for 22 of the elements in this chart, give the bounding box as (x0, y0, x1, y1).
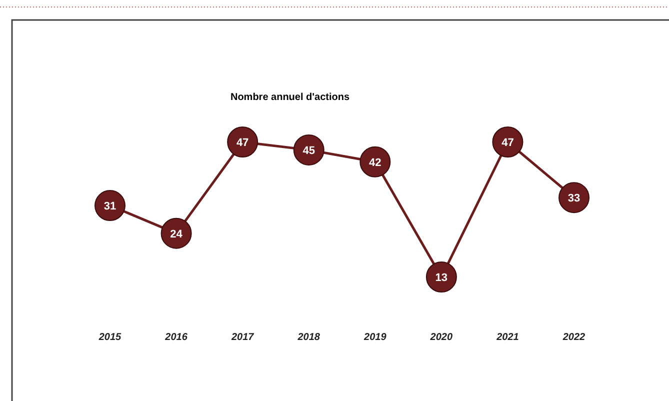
x-tick-label: 2022 (562, 332, 586, 344)
x-tick-label: 2021 (496, 332, 520, 344)
point (160, 218, 192, 249)
x-tick-label: 2019 (363, 332, 387, 344)
point (492, 126, 524, 158)
data-label: 42 (369, 156, 382, 169)
data-label: 24 (170, 228, 184, 240)
x-tick-label: 2017 (230, 332, 254, 344)
point (227, 126, 258, 158)
data-label: 45 (302, 144, 315, 157)
data-label: 33 (568, 192, 580, 205)
point (426, 262, 457, 292)
point (360, 146, 391, 178)
x-tick-label: 2020 (429, 332, 453, 344)
x-tick-label: 2015 (98, 332, 122, 344)
x-tick-label: 2016 (164, 332, 188, 344)
data-label: 47 (502, 137, 514, 149)
data-label: 47 (236, 137, 249, 149)
data-label: 13 (435, 272, 448, 284)
data-label: 31 (104, 200, 116, 213)
chart-title: Nombre annuel d'actions (230, 92, 350, 103)
x-tick-label: 2018 (296, 332, 320, 344)
